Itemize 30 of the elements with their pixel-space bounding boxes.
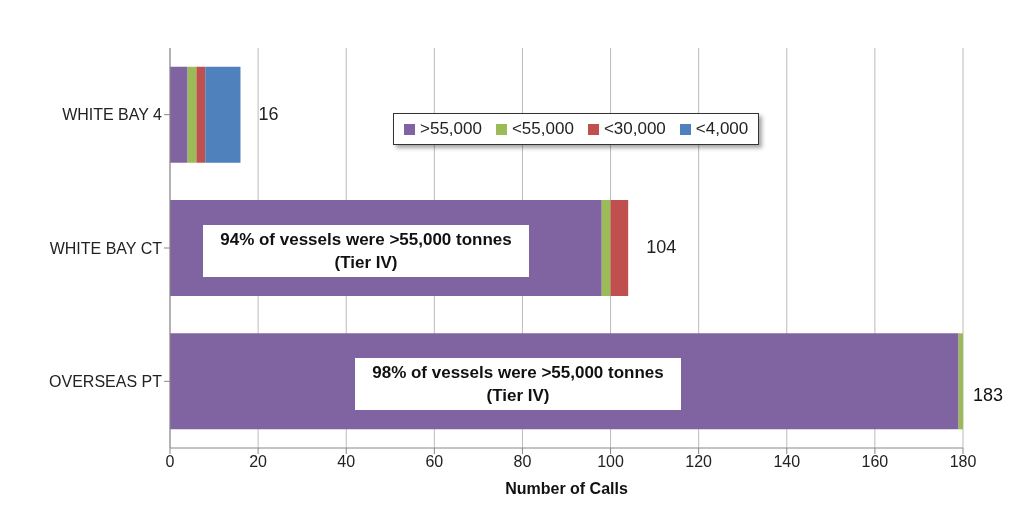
total-label: 104: [645, 236, 678, 259]
x-tick-label: 0: [165, 453, 175, 471]
annotation: 94% of vessels were >55,000 tonnes (Tier IV): [203, 225, 529, 277]
bar: [196, 66, 206, 163]
x-tick-label: 40: [337, 453, 356, 471]
x-tick-label: 80: [513, 453, 532, 471]
total-label: 16: [257, 102, 280, 126]
y-tick-label: WHITE BAY 4: [62, 106, 163, 124]
legend-label: >55,000: [420, 119, 482, 139]
annotation: 98% of vessels were >55,000 tonnes (Tier IV): [355, 358, 681, 410]
legend-label: <30,000: [603, 119, 666, 139]
bar: [187, 66, 197, 163]
x-tick-label: 20: [249, 453, 268, 471]
x-tick-label: 180: [949, 453, 977, 471]
bar: [601, 200, 611, 296]
y-tick-label: OVERSEAS PT: [49, 373, 163, 391]
bar: [958, 333, 963, 430]
x-tick-label: 60: [425, 453, 444, 471]
x-tick-label: 100: [597, 453, 624, 471]
x-axis-title: Number of Calls: [505, 480, 628, 497]
x-tick-label: 160: [861, 453, 889, 471]
x-tick-label: 120: [685, 453, 713, 471]
x-tick-label: 140: [773, 453, 801, 471]
bar: [170, 66, 188, 163]
bar: [205, 66, 241, 163]
y-tick-label: WHITE BAY CT: [49, 239, 163, 257]
bar: [610, 200, 629, 296]
legend-label: <55,000: [511, 119, 574, 139]
legend-label: <4,000: [695, 119, 749, 139]
text: 183: [971, 384, 1004, 407]
